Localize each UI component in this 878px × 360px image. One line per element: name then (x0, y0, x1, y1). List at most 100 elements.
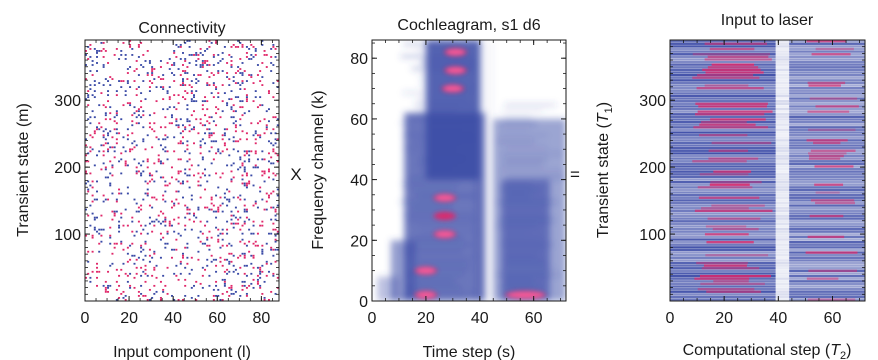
laser-row-left (670, 53, 776, 56)
connectivity-cell (248, 284, 251, 287)
cochleagram-streak (503, 206, 541, 210)
laser-row-hot-right (815, 105, 859, 108)
connectivity-cell (111, 262, 114, 265)
laser-row-right (789, 274, 865, 278)
connectivity-cell (85, 98, 87, 101)
connectivity-cell (162, 236, 165, 239)
connectivity-cell (115, 198, 118, 201)
connectivity-cell (182, 142, 184, 145)
connectivity-cell (245, 216, 248, 219)
connectivity-cell (219, 232, 222, 235)
connectivity-cell (179, 132, 182, 135)
connectivity-cell (223, 278, 226, 281)
laser-row-right (789, 60, 865, 64)
connectivity-cell (126, 186, 129, 189)
connectivity-cell (276, 160, 279, 163)
connectivity-cell (159, 162, 162, 165)
connectivity-cell (232, 116, 235, 119)
connectivity-cell (261, 84, 264, 86)
laser-row-hot (694, 209, 773, 212)
connectivity-cell (248, 240, 251, 243)
connectivity-cell (241, 80, 244, 82)
connectivity-cell (113, 210, 116, 213)
laser-row-gap (775, 120, 790, 124)
connectivity-cell (230, 244, 233, 247)
connectivity-cell (263, 170, 266, 173)
connectivity-cell (186, 78, 189, 80)
connectivity-cell (241, 280, 244, 283)
connectivity-cell (256, 106, 259, 109)
connectivity-cell (254, 130, 257, 133)
connectivity-cell (153, 122, 156, 125)
connectivity-cell (146, 74, 149, 76)
connectivity-cell (210, 208, 213, 211)
connectivity-cell (274, 152, 277, 155)
connectivity-cell (155, 264, 158, 267)
connectivity-cell (226, 164, 229, 167)
connectivity-cell (107, 284, 110, 287)
connectivity-cell (243, 280, 246, 283)
connectivity-cell (109, 284, 112, 287)
connectivity-cell (265, 126, 268, 129)
laser-row-left (670, 230, 776, 233)
laser-row-right (789, 201, 865, 205)
laser-row-gap (775, 246, 790, 249)
connectivity-cell (226, 102, 229, 105)
laser-row-right (789, 73, 865, 77)
laser-row-right (789, 86, 865, 90)
connectivity-cell (87, 94, 90, 97)
laser-row-gap (775, 186, 790, 189)
connectivity-cell (124, 54, 127, 56)
laser-row-left (670, 149, 776, 152)
laser-row-left (670, 220, 776, 223)
laser-row-left (670, 261, 776, 265)
connectivity-cell (274, 228, 277, 231)
connectivity-cell (137, 86, 140, 88)
connectivity-cell (221, 244, 224, 247)
connectivity-cell (159, 238, 162, 241)
connectivity-cell (234, 216, 237, 219)
connectivity-cell (250, 54, 253, 56)
connectivity-cell (142, 126, 145, 129)
connectivity-cell (252, 100, 255, 103)
connectivity-cell (124, 162, 127, 165)
connectivity-cell (137, 46, 140, 48)
connectivity-cell (137, 44, 140, 46)
connectivity-cell (162, 148, 165, 151)
connectivity-cell (184, 150, 187, 153)
laser-row-gap (775, 199, 790, 202)
connectivity-cell (135, 110, 138, 113)
connectivity-cell (164, 138, 167, 141)
connectivity-cell (135, 122, 138, 125)
connectivity-cell (226, 232, 229, 235)
connectivity-cell (193, 74, 195, 76)
connectivity-cell (107, 290, 110, 293)
connectivity-cell (159, 298, 162, 301)
y-tick-label: 60 (350, 112, 368, 129)
laser-row-left (670, 84, 776, 87)
connectivity-cell (120, 192, 123, 195)
connectivity-cell (131, 242, 134, 245)
connectivity-cell (107, 286, 110, 289)
laser-input-ylabel-text: Transient state ( (595, 122, 612, 238)
connectivity-cell (159, 66, 162, 68)
cochleagram-streak (501, 164, 543, 167)
connectivity-cell (98, 128, 101, 131)
connectivity-cell (272, 46, 275, 48)
connectivity-cell (265, 262, 268, 265)
connectivity-cell (274, 138, 277, 141)
connectivity-cell (215, 112, 218, 115)
connectivity-cell (133, 140, 136, 143)
connectivity-cell (197, 206, 200, 209)
laser-row-right (789, 293, 865, 296)
laser-row-gap (775, 256, 790, 259)
laser-row-hot-right (815, 201, 855, 205)
laser-row-gap (775, 235, 790, 239)
connectivity-cell (230, 218, 233, 221)
connectivity-cell (248, 74, 251, 76)
connectivity-cell (237, 82, 240, 84)
laser-row-hot-right (814, 183, 844, 186)
connectivity-cell (265, 260, 268, 263)
connectivity-cell (140, 106, 143, 109)
connectivity-cell (166, 266, 169, 269)
